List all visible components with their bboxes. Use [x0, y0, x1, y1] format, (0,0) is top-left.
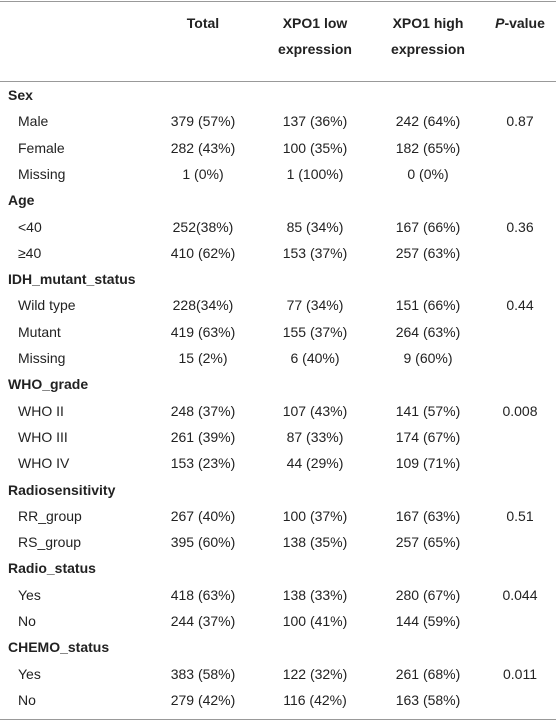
cell-value: 6 (40%) [290, 350, 340, 366]
row-label: RR_group [18, 507, 82, 524]
row-label: <40 [18, 218, 42, 235]
cell-value: 279 (42%) [170, 691, 236, 708]
cell-value: 9 (60%) [403, 350, 453, 366]
row-label: Missing [18, 350, 66, 366]
row-label: Missing [18, 165, 66, 182]
cell-value: 242 (64%) [395, 113, 461, 130]
row-label: Male [18, 113, 49, 130]
row-label: Yes [18, 665, 41, 682]
p-rest: -value [504, 15, 545, 31]
cell-value: 1 (0%) [182, 165, 224, 182]
cell-value: 77 (34%) [286, 297, 344, 314]
cell-value: 167 (66%) [395, 218, 461, 235]
row-label: ≥40 [18, 244, 42, 261]
cell-value: 0.044 [502, 586, 538, 603]
cell-value: 410 (62%) [170, 244, 236, 261]
cell-value: 0.36 [506, 218, 534, 235]
cell-value: 163 (58%) [395, 691, 461, 708]
column-header: XPO1 low expression [278, 15, 352, 57]
cell-value: 153 (37%) [282, 244, 348, 261]
cell-value: 395 (60%) [170, 534, 236, 551]
group-label: IDH_mutant_status [8, 271, 136, 288]
cell-value: 151 (66%) [395, 297, 461, 314]
cell-value: 167 (63%) [395, 507, 461, 524]
cell-value: 383 (58%) [170, 665, 236, 682]
cell-value: 282 (43%) [170, 139, 236, 156]
row-label: Mutant [18, 323, 61, 340]
row-label: WHO III [18, 428, 68, 445]
cell-value: 116 (42%) [283, 691, 347, 708]
cell-value: 100 (37%) [282, 507, 348, 524]
cell-value: 138 (33%) [282, 586, 348, 603]
column-header: Total [186, 15, 220, 31]
cell-value: 107 (43%) [282, 402, 348, 419]
cell-value: 267 (40%) [170, 507, 236, 524]
cell-value: 0.008 [502, 402, 538, 419]
cell-value: 0.87 [506, 113, 534, 130]
cell-value: 0.44 [506, 297, 534, 314]
cell-value: 182 (65%) [395, 139, 461, 156]
cell-value: 280 (67%) [395, 586, 461, 603]
group-label: WHO_grade [8, 376, 89, 393]
row-label: No [18, 691, 36, 708]
cell-value: 15 (2%) [178, 350, 228, 366]
cell-value: 44 (29%) [286, 455, 344, 472]
cell-value: 261 (39%) [170, 428, 236, 445]
cell-value: 1 (100%) [286, 165, 344, 182]
top-rule [0, 1, 556, 2]
row-label: Female [18, 139, 65, 156]
header-rule [0, 81, 556, 82]
column-header: XPO1 high expression [391, 15, 465, 57]
column-header: P-value [484, 10, 556, 36]
cell-value: 155 (37%) [282, 323, 348, 340]
bottom-rule [0, 719, 556, 721]
cell-value: 141 (57%) [395, 402, 461, 419]
cell-value: 419 (63%) [170, 323, 236, 340]
group-label: Radiosensitivity [8, 481, 116, 498]
cell-value: 257 (65%) [395, 534, 461, 551]
cell-value: 264 (63%) [395, 323, 461, 340]
group-label: CHEMO_status [8, 639, 110, 656]
cell-value: 137 (36%) [282, 113, 348, 130]
cell-value: 100 (41%) [282, 613, 348, 629]
cell-value: 144 (59%) [395, 613, 461, 629]
group-label: Radio_status [8, 560, 96, 577]
cell-value: 0.011 [503, 665, 537, 682]
p-italic: P [495, 15, 505, 31]
cell-value: 261 (68%) [395, 665, 461, 682]
cell-value: 0.51 [506, 507, 534, 524]
row-label: RS_group [18, 534, 82, 551]
cell-value: 122 (32%) [282, 665, 348, 682]
cell-value: 87 (33%) [286, 428, 344, 445]
cell-value: 153 (23%) [170, 455, 236, 472]
row-label: Yes [18, 586, 41, 603]
cell-value: 228(34%) [172, 297, 234, 314]
cell-value: 257 (63%) [395, 244, 461, 261]
row-label: WHO IV [18, 455, 70, 472]
cell-value: 379 (57%) [170, 113, 236, 130]
cell-value: 174 (67%) [395, 428, 461, 445]
group-label: Age [8, 192, 35, 209]
row-label: No [18, 613, 36, 629]
cell-value: 85 (34%) [286, 218, 344, 235]
cell-value: 248 (37%) [170, 402, 236, 419]
row-label: WHO II [18, 402, 64, 419]
cell-value: 109 (71%) [395, 455, 461, 472]
cell-value: 244 (37%) [170, 613, 236, 629]
cell-value: 418 (63%) [170, 586, 236, 603]
cell-value: 100 (35%) [282, 139, 348, 156]
cell-value: 0 (0%) [407, 165, 449, 182]
cell-value: 138 (35%) [282, 534, 348, 551]
cell-value: 252(38%) [172, 218, 234, 235]
row-label: Wild type [18, 297, 76, 314]
group-label: Sex [8, 87, 33, 103]
